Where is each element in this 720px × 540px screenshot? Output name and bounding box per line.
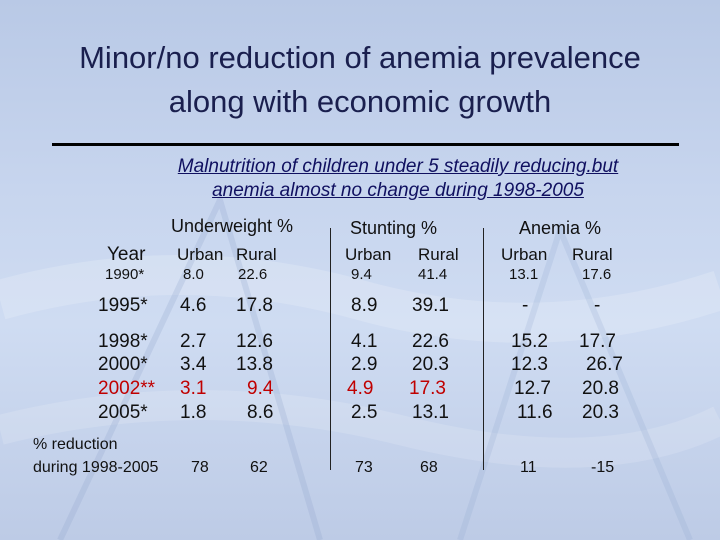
row-2000-underweight-urban: 3.4 bbox=[180, 354, 207, 375]
reduction-label-line-2: during 1998-2005 bbox=[33, 459, 159, 476]
reduction-underweight-rural: 62 bbox=[250, 459, 268, 476]
row-1990-underweight-urban: 8.0 bbox=[183, 266, 204, 283]
row-2000-anemia-urban: 12.3 bbox=[511, 354, 548, 375]
header-anemia-urban: Urban bbox=[501, 245, 548, 264]
row-1998-underweight-urban: 2.7 bbox=[180, 331, 207, 352]
row-1998-stunting-urban: 4.1 bbox=[351, 331, 378, 352]
row-2005-underweight-rural: 8.6 bbox=[247, 402, 274, 423]
row-2002-underweight-urban: 3.1 bbox=[180, 378, 207, 399]
column-separator-2 bbox=[483, 228, 484, 470]
row-1995-underweight-urban: 4.6 bbox=[180, 295, 207, 316]
row-1990-anemia-rural: 17.6 bbox=[582, 266, 612, 283]
row-1995-anemia-rural: - bbox=[594, 295, 601, 316]
group-header-underweight: Underweight % bbox=[171, 216, 294, 236]
row-2005-year: 2005* bbox=[98, 402, 148, 423]
row-2000-stunting-rural: 20.3 bbox=[412, 354, 449, 375]
reduction-stunting-rural: 68 bbox=[420, 459, 438, 476]
title-line-2: along with economic growth bbox=[168, 84, 552, 119]
reduction-label-line-1: % reduction bbox=[33, 436, 118, 453]
row-2002-underweight-rural: 9.4 bbox=[247, 378, 274, 399]
row-1998-anemia-urban: 15.2 bbox=[511, 331, 548, 352]
header-stunting-urban: Urban bbox=[345, 245, 392, 264]
header-stunting-rural: Rural bbox=[418, 245, 459, 264]
column-separator-1 bbox=[330, 228, 331, 470]
subtitle-line-1: Malnutrition of children under 5 steadil… bbox=[177, 156, 619, 177]
header-underweight-rural: Rural bbox=[236, 245, 277, 264]
row-1995-anemia-urban: - bbox=[522, 295, 529, 316]
row-2005-stunting-urban: 2.5 bbox=[351, 402, 378, 423]
row-1990-underweight-rural: 22.6 bbox=[238, 266, 268, 283]
row-1998-year: 1998* bbox=[98, 331, 148, 352]
row-1995-year: 1995* bbox=[98, 295, 148, 316]
header-underweight-urban: Urban bbox=[177, 245, 224, 264]
row-1998-anemia-rural: 17.7 bbox=[579, 331, 616, 352]
title-line-1: Minor/no reduction of anemia prevalence bbox=[79, 40, 641, 75]
group-header-stunting: Stunting % bbox=[350, 218, 438, 238]
header-year: Year bbox=[107, 244, 146, 265]
row-1990-year: 1990* bbox=[105, 266, 145, 283]
slide-title: Minor/no reduction of anemia prevalence … bbox=[0, 36, 720, 124]
row-1995-stunting-urban: 8.9 bbox=[351, 295, 378, 316]
row-2000-underweight-rural: 13.8 bbox=[236, 354, 273, 375]
row-2002-year: 2002** bbox=[98, 378, 156, 399]
reduction-anemia-rural: -15 bbox=[591, 459, 615, 476]
row-1995-underweight-rural: 17.8 bbox=[236, 295, 273, 316]
row-1990-stunting-rural: 41.4 bbox=[418, 266, 448, 283]
row-2005-anemia-rural: 20.3 bbox=[582, 402, 619, 423]
row-2000-year: 2000* bbox=[98, 354, 148, 375]
row-1990-stunting-urban: 9.4 bbox=[351, 266, 372, 283]
row-1995-stunting-rural: 39.1 bbox=[412, 295, 449, 316]
row-2005-underweight-urban: 1.8 bbox=[180, 402, 207, 423]
row-1998-underweight-rural: 12.6 bbox=[236, 331, 273, 352]
row-1998-stunting-rural: 22.6 bbox=[412, 331, 449, 352]
row-2002-stunting-rural: 17.3 bbox=[409, 378, 446, 399]
reduction-anemia-urban: 11 bbox=[520, 459, 537, 476]
row-2002-anemia-rural: 20.8 bbox=[582, 378, 619, 399]
row-2002-stunting-urban: 4.9 bbox=[347, 378, 374, 399]
row-2000-stunting-urban: 2.9 bbox=[351, 354, 378, 375]
row-2005-anemia-urban: 11.6 bbox=[517, 402, 553, 423]
row-2000-anemia-rural: 26.7 bbox=[586, 354, 623, 375]
header-anemia-rural: Rural bbox=[572, 245, 613, 264]
subtitle-line-2: anemia almost no change during 1998-2005 bbox=[212, 180, 584, 201]
reduction-underweight-urban: 78 bbox=[191, 459, 209, 476]
row-1990-anemia-urban: 13.1 bbox=[509, 266, 539, 283]
reduction-stunting-urban: 73 bbox=[355, 459, 373, 476]
slide-subtitle: Malnutrition of children under 5 steadil… bbox=[118, 155, 678, 203]
group-header-anemia: Anemia % bbox=[519, 218, 602, 238]
title-divider bbox=[52, 143, 679, 146]
row-2002-anemia-urban: 12.7 bbox=[514, 378, 551, 399]
row-2005-stunting-rural: 13.1 bbox=[412, 402, 449, 423]
